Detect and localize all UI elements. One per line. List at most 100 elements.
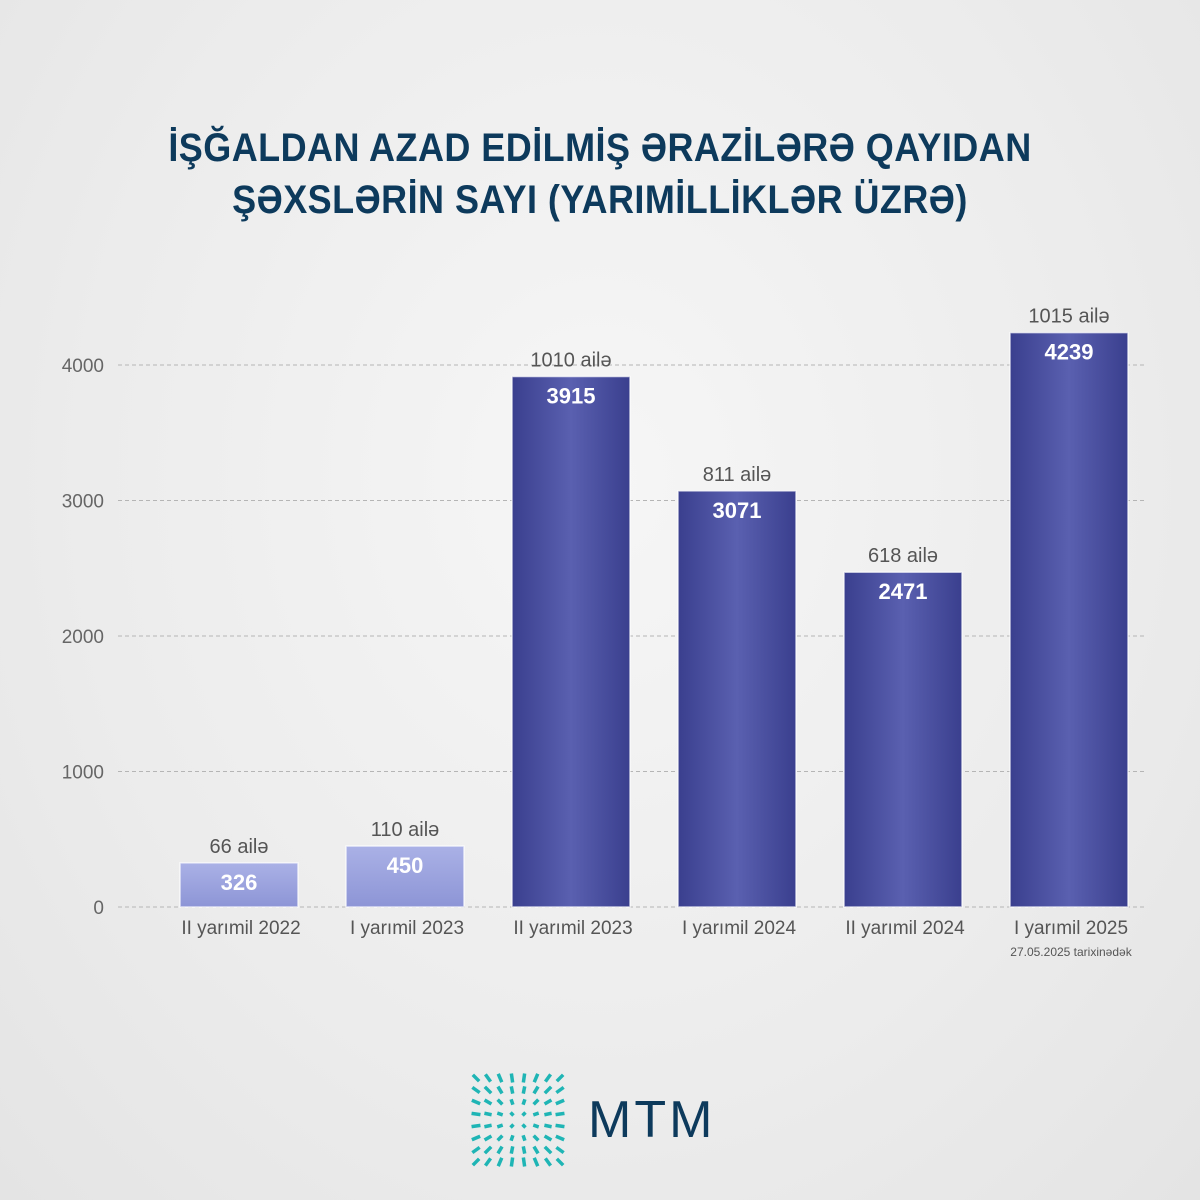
y-tick-label: 2000 [62,627,104,648]
logo-mark-stroke [555,1098,565,1106]
logo-mark-stroke [484,1111,492,1117]
logo-mark-stroke [471,1157,481,1167]
logo-mark-stroke [543,1145,553,1155]
category-note: 27.05.2025 tarixinədək [1010,945,1132,959]
bar [511,375,631,908]
logo-mark-stroke [509,1073,515,1083]
logo-mark-stroke [483,1085,493,1095]
bar-value-label: 2471 [879,579,928,604]
bar [179,862,299,908]
logo-mark-stroke [496,1134,504,1142]
bar-value-label: 3071 [713,498,762,523]
logo-mark-stroke [509,1134,515,1142]
y-tick-label: 3000 [62,492,104,513]
x-tick-label: II yarımil 2022 [181,918,300,939]
x-tick-label: II yarımil 2024 [845,918,965,939]
logo-mark-stroke [509,1157,515,1167]
y-tick-label: 0 [93,898,104,919]
family-count-label: 1010 ailə [530,350,611,372]
logo-text: MTM [588,1091,716,1149]
logo-mark-stroke [496,1073,504,1083]
family-count-label: 1015 ailə [1028,306,1109,328]
logo-mark-stroke [532,1134,540,1142]
logo-mark-stroke [521,1134,527,1142]
logo-mark-stroke [555,1145,565,1155]
title-line-2: ŞƏXSLƏRİN SAYI (YARIMİLLİKLƏR ÜZRƏ) [232,178,968,222]
bar-value-label: 3915 [547,384,596,409]
logo-mark-stroke [543,1098,553,1106]
logo-mark-stroke [555,1085,565,1095]
logo-mark-stroke [521,1086,527,1094]
logo-mark-stroke [483,1145,493,1155]
mtm-logo: MTM [470,1072,715,1168]
logo-mark-stroke [509,1086,515,1094]
logo-mark-stroke [471,1098,481,1106]
logo-mark-stroke [509,1123,515,1129]
logo-mark-stroke [555,1123,565,1129]
logo-mark-stroke [483,1073,493,1083]
logo-mark-stroke [471,1145,481,1155]
logo-mark-stroke [483,1098,493,1106]
bar [1009,331,1129,908]
title-line-1: İŞĞALDAN AZAD EDİLMİŞ ƏRAZİLƏRƏ QAYIDAN [168,126,1032,170]
logo-mark-stroke [471,1134,481,1142]
logo-mark-stroke [471,1073,481,1083]
logo-mark-stroke [496,1157,504,1167]
logo-mark-stroke [543,1085,553,1095]
logo-mark-stroke [509,1111,515,1117]
logo-mark-stroke [555,1111,565,1117]
bar-value-label: 4239 [1045,340,1094,365]
logo-mark-stroke [543,1134,553,1142]
logo-mark-stroke [509,1098,515,1106]
logo-mark-stroke [471,1123,481,1129]
logo-mark-stroke [555,1134,565,1142]
logo-mark-stroke [521,1098,527,1106]
bar [345,845,465,908]
logo-mark-stroke [496,1085,504,1095]
bar [677,490,797,908]
logo-mark-stroke [555,1073,565,1083]
logo-mark-stroke [496,1123,504,1129]
family-count-label: 811 ailə [703,464,772,486]
family-count-label: 618 ailə [868,545,938,567]
logo-mark-stroke [496,1098,504,1106]
bar-value-label: 326 [221,870,258,895]
logo-mark-icon [471,1073,565,1167]
logo-mark-stroke [532,1085,540,1095]
logo-mark-stroke [509,1146,515,1154]
x-tick-label: I yarımil 2025 [1014,918,1128,939]
logo-mark-stroke [483,1157,493,1167]
logo-mark-stroke [521,1123,527,1129]
logo-mark-stroke [484,1123,492,1129]
logo-mark-stroke [532,1123,540,1129]
logo-mark-stroke [543,1073,553,1083]
logo-mark-stroke [544,1111,552,1117]
bar [843,571,963,908]
logo-mark-stroke [521,1146,527,1154]
chart-title: İŞĞALDAN AZAD EDİLMİŞ ƏRAZİLƏRƏ QAYIDAN … [60,122,1140,226]
y-tick-label: 4000 [62,356,104,377]
logo-mark-stroke [543,1157,553,1167]
logo-mark-stroke [521,1111,527,1117]
x-tick-label: II yarımil 2023 [513,918,632,939]
logo-mark-stroke [471,1111,481,1117]
logo-mark-stroke [532,1111,540,1117]
logo-mark-stroke [532,1073,540,1083]
logo-mark-stroke [483,1134,493,1142]
logo-mark-stroke [555,1157,565,1167]
logo-mark-stroke [471,1085,481,1095]
logo-mark-stroke [521,1073,527,1083]
logo-mark-stroke [496,1145,504,1155]
family-count-label: 110 ailə [371,819,440,841]
x-tick-label: I yarımil 2023 [350,918,464,939]
logo-mark-stroke [496,1111,504,1117]
logo-mark-stroke [521,1157,527,1167]
logo-mark-stroke [532,1098,540,1106]
family-count-label: 66 ailə [210,836,269,858]
logo-mark-stroke [532,1145,540,1155]
x-tick-label: I yarımil 2024 [682,918,796,939]
logo-mark-stroke [532,1157,540,1167]
logo-mark-stroke [544,1123,552,1129]
y-tick-label: 1000 [62,763,104,784]
